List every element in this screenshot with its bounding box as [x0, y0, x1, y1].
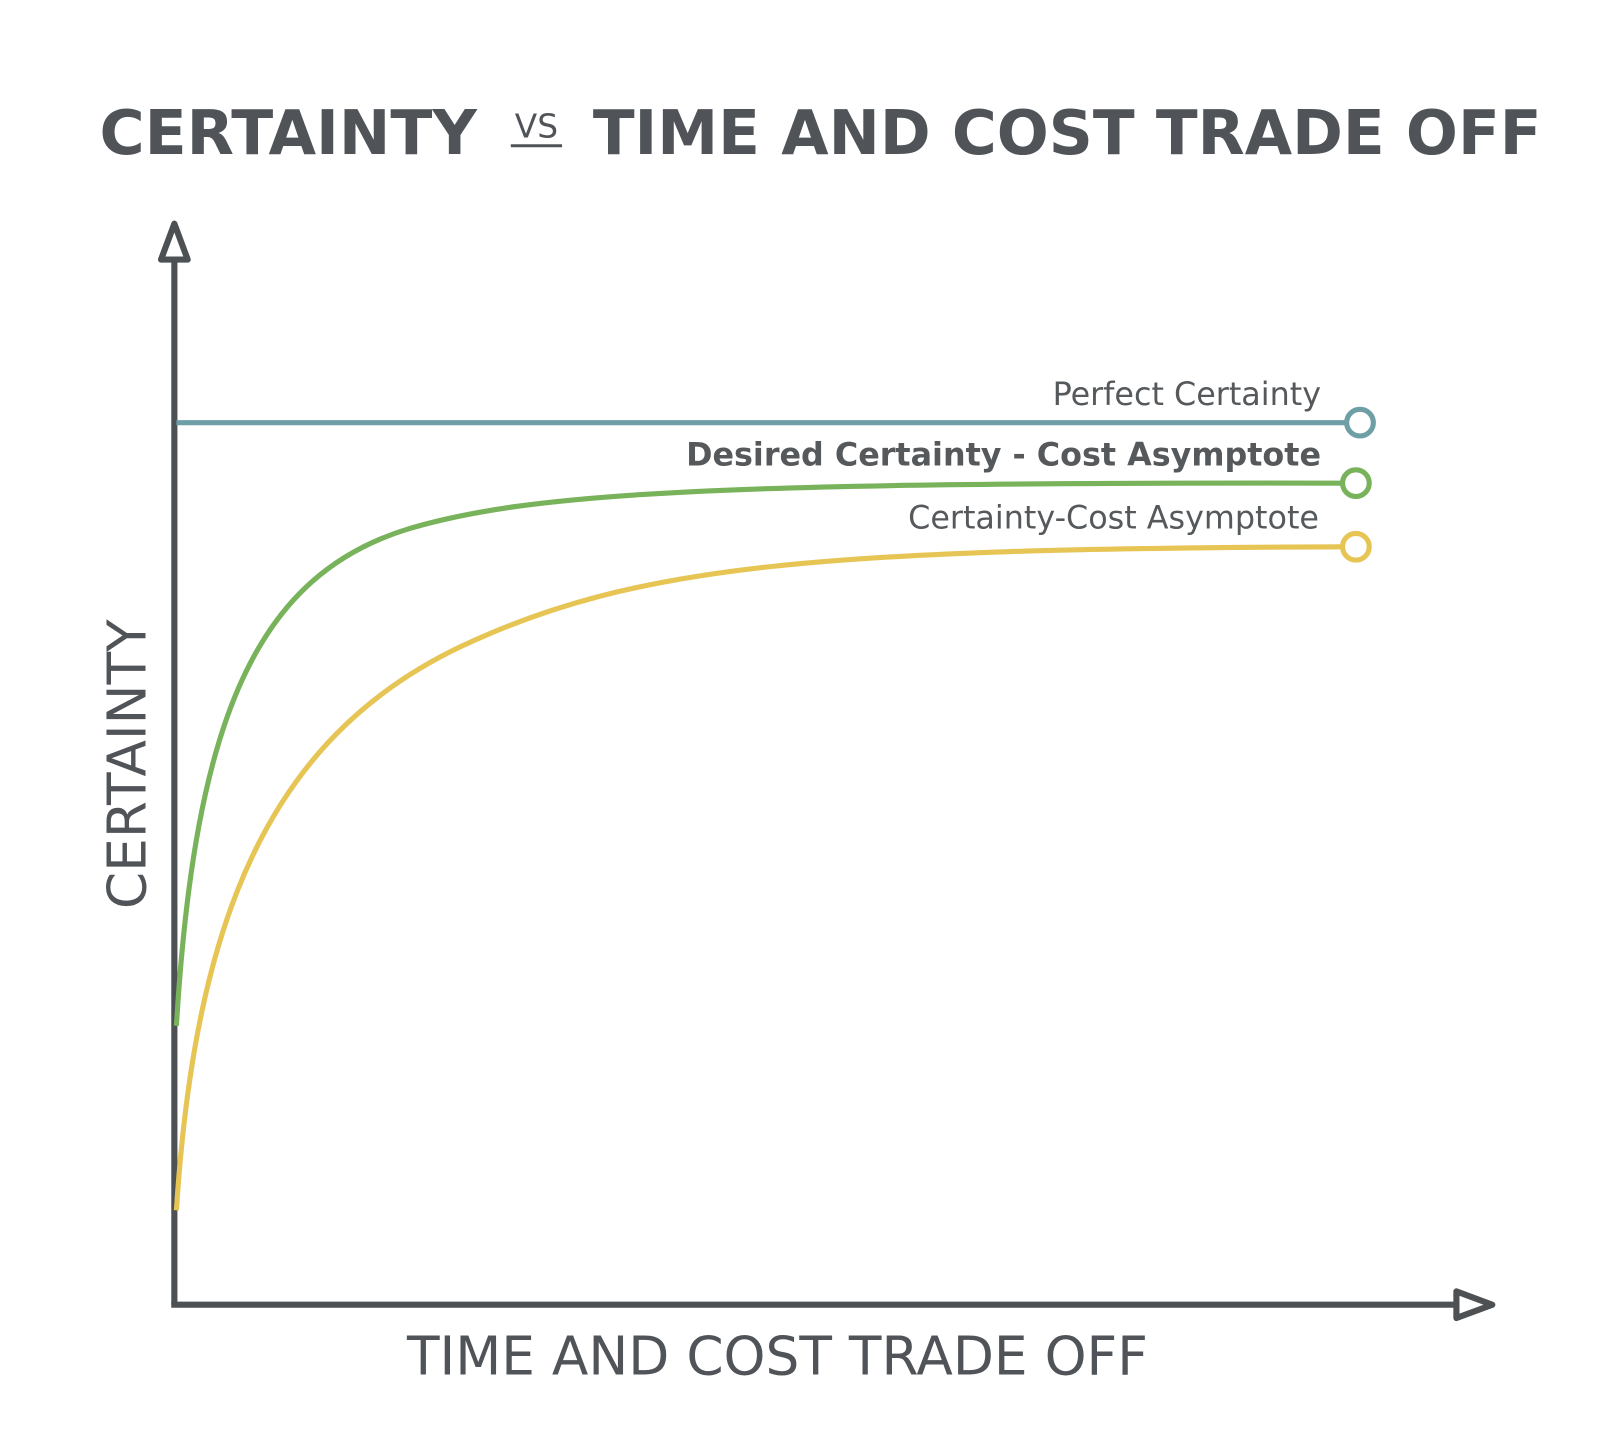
cost-curve	[173, 544, 1342, 1211]
y-axis-label: CERTAINTY	[96, 619, 159, 909]
curve-label: Desired Certainty - Cost Asymptote	[686, 437, 1321, 474]
cost-end	[1340, 530, 1372, 563]
curve-label: Perfect Certainty	[1053, 376, 1321, 413]
title-vs: VS	[515, 108, 558, 146]
axes	[157, 220, 1496, 1322]
title-left: CERTAINTY	[99, 97, 478, 169]
title-right: TIME AND COST TRADE OFF	[593, 97, 1542, 169]
perfect-end	[1344, 406, 1376, 439]
desired-end	[1340, 467, 1372, 500]
x-arrow	[1453, 1288, 1496, 1322]
desired-curve	[173, 480, 1342, 1026]
y-arrow	[157, 220, 191, 263]
curve-label: Certainty-Cost Asymptote	[908, 499, 1319, 536]
x-axis-label: TIME AND COST TRADE OFF	[406, 1324, 1148, 1387]
